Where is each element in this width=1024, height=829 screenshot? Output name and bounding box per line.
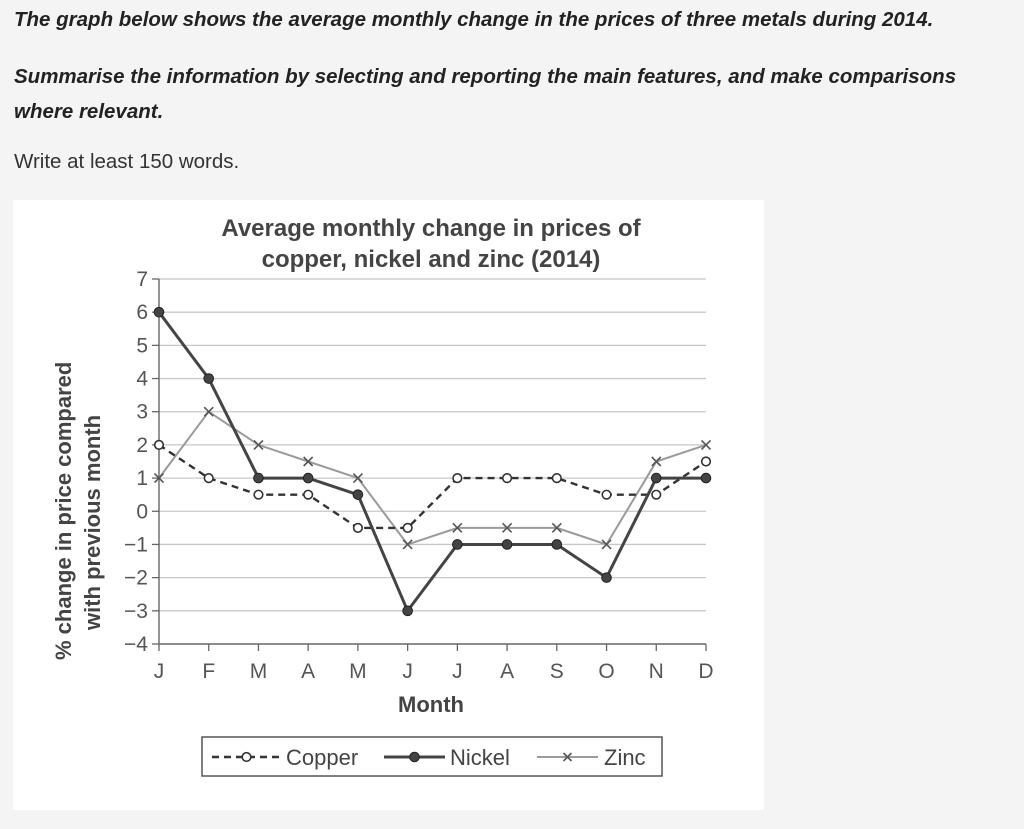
task-prompt-title: The graph below shows the average monthl… — [14, 8, 934, 31]
legend-entry-zinc: Zinc — [537, 745, 646, 770]
copper-point-0 — [153, 439, 165, 451]
x-tick-label-5: J — [402, 660, 413, 683]
zinc-point-4 — [352, 473, 363, 484]
copper-point-11 — [700, 456, 712, 467]
y-tick-label-7: 0 — [136, 500, 148, 523]
copper-point-1 — [203, 472, 214, 484]
y-axis-title: % change in price compared with previous… — [51, 362, 105, 660]
chart-title-line-1: Average monthly change in prices of — [221, 215, 641, 242]
legend-entry-nickel: Nickel — [384, 745, 510, 770]
nickel-point-7 — [501, 539, 513, 550]
nickel-point-2 — [253, 472, 264, 484]
copper-point-3 — [303, 489, 314, 500]
legend-entries: Copper Nickel Zinc — [212, 745, 646, 770]
copper-point-9 — [601, 489, 612, 500]
nickel-point-9 — [601, 572, 612, 583]
nickel-point-11 — [700, 472, 712, 484]
nickel-point-5 — [402, 605, 413, 617]
chart-title-line-2: copper, nickel and zinc (2014) — [262, 246, 601, 273]
zinc-point-2 — [253, 439, 264, 450]
task-instruction: Summarise the information by selecting a… — [14, 65, 957, 123]
y-tick-label-11: −4 — [124, 633, 148, 656]
zinc-point-5 — [402, 539, 413, 550]
legend-nickel-label: Nickel — [450, 745, 510, 770]
zinc-point-9 — [601, 539, 612, 550]
zinc-point-3 — [303, 456, 314, 467]
y-tick-label-4: 3 — [136, 401, 148, 424]
y-tick-label-8: −1 — [124, 533, 148, 556]
y-tick-label-10: −3 — [124, 600, 148, 623]
y-tick-label-1: 6 — [136, 301, 148, 324]
copper-point-8 — [551, 472, 562, 484]
nickel-point-3 — [302, 472, 314, 484]
zinc-point-8 — [551, 522, 562, 533]
zinc-point-7 — [502, 522, 513, 533]
nickel-point-8 — [551, 539, 563, 550]
axes: 7 6 5 4 3 2 1 0 −1 −2 −3 −4 J F M A M J J A S O N D — [124, 268, 714, 683]
x-tick-label-9: O — [598, 660, 614, 683]
legend-nickel-marker — [409, 751, 420, 763]
copper-point-5 — [402, 522, 413, 533]
x-tick-label-8: S — [550, 660, 564, 683]
zinc-series — [153, 406, 712, 550]
chart-figure: Average monthly change in prices of copp… — [13, 200, 764, 810]
line-chart: Average monthly change in prices of copp… — [51, 215, 714, 777]
copper-point-7 — [501, 472, 513, 484]
y-tick-label-3: 4 — [136, 368, 148, 391]
series-lines — [153, 306, 712, 617]
legend-zinc-marker — [562, 752, 573, 762]
nickel-point-0 — [153, 306, 165, 318]
zinc-point-0 — [153, 473, 165, 484]
y-tick-label-9: −2 — [124, 567, 148, 590]
copper-point-4 — [352, 522, 364, 533]
y-tick-label-5: 2 — [136, 434, 148, 457]
word-count-requirement: Write at least 150 words. — [14, 150, 240, 173]
x-tick-label-2: M — [250, 660, 268, 683]
y-axis-title-line-1: % change in price compared — [51, 362, 76, 660]
nickel-point-6 — [452, 539, 463, 550]
zinc-point-6 — [452, 522, 463, 533]
nickel-series — [153, 306, 712, 617]
legend-copper-marker — [241, 751, 252, 763]
nickel-point-4 — [352, 489, 364, 500]
y-axis-title-line-2: with previous month — [80, 415, 105, 631]
x-tick-label-10: N — [649, 660, 664, 683]
x-tick-label-6: J — [452, 660, 463, 683]
copper-line — [158, 443, 707, 530]
copper-point-6 — [452, 472, 463, 484]
copper-series — [153, 439, 712, 533]
y-tick-label-2: 5 — [136, 334, 148, 357]
legend-entry-copper: Copper — [212, 745, 358, 770]
x-tick-label-1: F — [202, 660, 215, 683]
legend-zinc-label: Zinc — [604, 745, 646, 770]
zinc-line — [158, 410, 707, 546]
zinc-point-1 — [203, 406, 214, 417]
zinc-point-11 — [700, 439, 712, 450]
legend: Copper Nickel Zinc — [201, 736, 663, 777]
copper-point-10 — [651, 489, 662, 500]
gridlines — [159, 278, 706, 612]
x-tick-label-11: D — [698, 660, 713, 683]
nickel-line — [157, 311, 706, 614]
zinc-point-10 — [651, 456, 662, 467]
x-axis-title: Month — [398, 692, 464, 717]
y-tick-label-6: 1 — [136, 467, 148, 490]
nickel-point-10 — [650, 472, 662, 484]
x-tick-label-4: M — [349, 660, 367, 683]
x-tick-label-7: A — [500, 660, 514, 683]
x-tick-label-3: A — [301, 660, 315, 683]
y-tick-label-0: 7 — [136, 268, 148, 291]
copper-point-2 — [253, 489, 264, 500]
legend-copper-label: Copper — [286, 745, 358, 770]
nickel-point-1 — [203, 373, 215, 384]
x-tick-label-0: J — [154, 660, 165, 683]
